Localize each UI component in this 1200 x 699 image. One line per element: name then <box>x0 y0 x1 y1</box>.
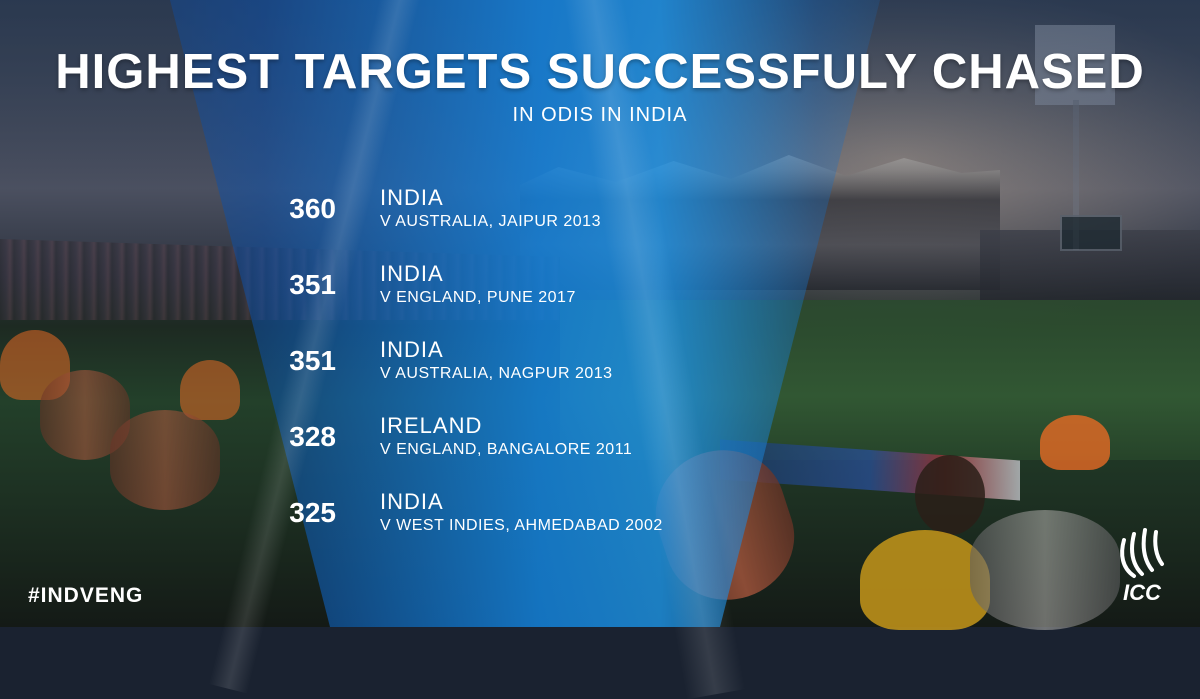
match-details: V ENGLAND, PUNE 2017 <box>380 289 576 306</box>
team-name: INDIA <box>380 489 444 514</box>
fan <box>915 455 985 535</box>
team-name: IRELAND <box>380 413 483 438</box>
target-score: 325 <box>289 497 336 528</box>
fan <box>860 530 990 630</box>
list-item: 360 INDIA V AUSTRALIA, JAIPUR 2013 <box>260 185 820 261</box>
fan <box>180 360 240 420</box>
target-score: 328 <box>289 421 336 452</box>
target-score: 360 <box>289 193 336 224</box>
fan <box>1040 415 1110 470</box>
match-details: V ENGLAND, BANGALORE 2011 <box>380 441 633 458</box>
list-item: 328 IRELAND V ENGLAND, BANGALORE 2011 <box>260 413 820 489</box>
target-score: 351 <box>289 345 336 376</box>
list-item: 351 INDIA V ENGLAND, PUNE 2017 <box>260 261 820 337</box>
drum <box>970 510 1120 630</box>
target-score: 351 <box>289 269 336 300</box>
icc-logo-text: ICC <box>1123 580 1161 605</box>
scoreboard-screen <box>1060 215 1122 251</box>
headline: HIGHEST TARGETS SUCCESSFULY CHASED <box>55 45 1145 99</box>
match-details: V WEST INDIES, AHMEDABAD 2002 <box>380 517 663 534</box>
subheadline: IN ODIS IN INDIA <box>512 104 688 126</box>
team-name: INDIA <box>380 185 444 210</box>
list-item: 351 INDIA V AUSTRALIA, NAGPUR 2013 <box>260 337 820 413</box>
drum <box>110 410 220 510</box>
icc-logo-icon <box>1120 528 1164 578</box>
list-item: 325 INDIA V WEST INDIES, AHMEDABAD 2002 <box>260 489 820 565</box>
targets-list: 360 INDIA V AUSTRALIA, JAIPUR 2013 351 I… <box>260 185 820 565</box>
hashtag: #INDVENG <box>28 584 144 607</box>
match-details: V AUSTRALIA, JAIPUR 2013 <box>380 213 601 230</box>
team-name: INDIA <box>380 261 444 286</box>
match-details: V AUSTRALIA, NAGPUR 2013 <box>380 365 613 382</box>
team-name: INDIA <box>380 337 444 362</box>
